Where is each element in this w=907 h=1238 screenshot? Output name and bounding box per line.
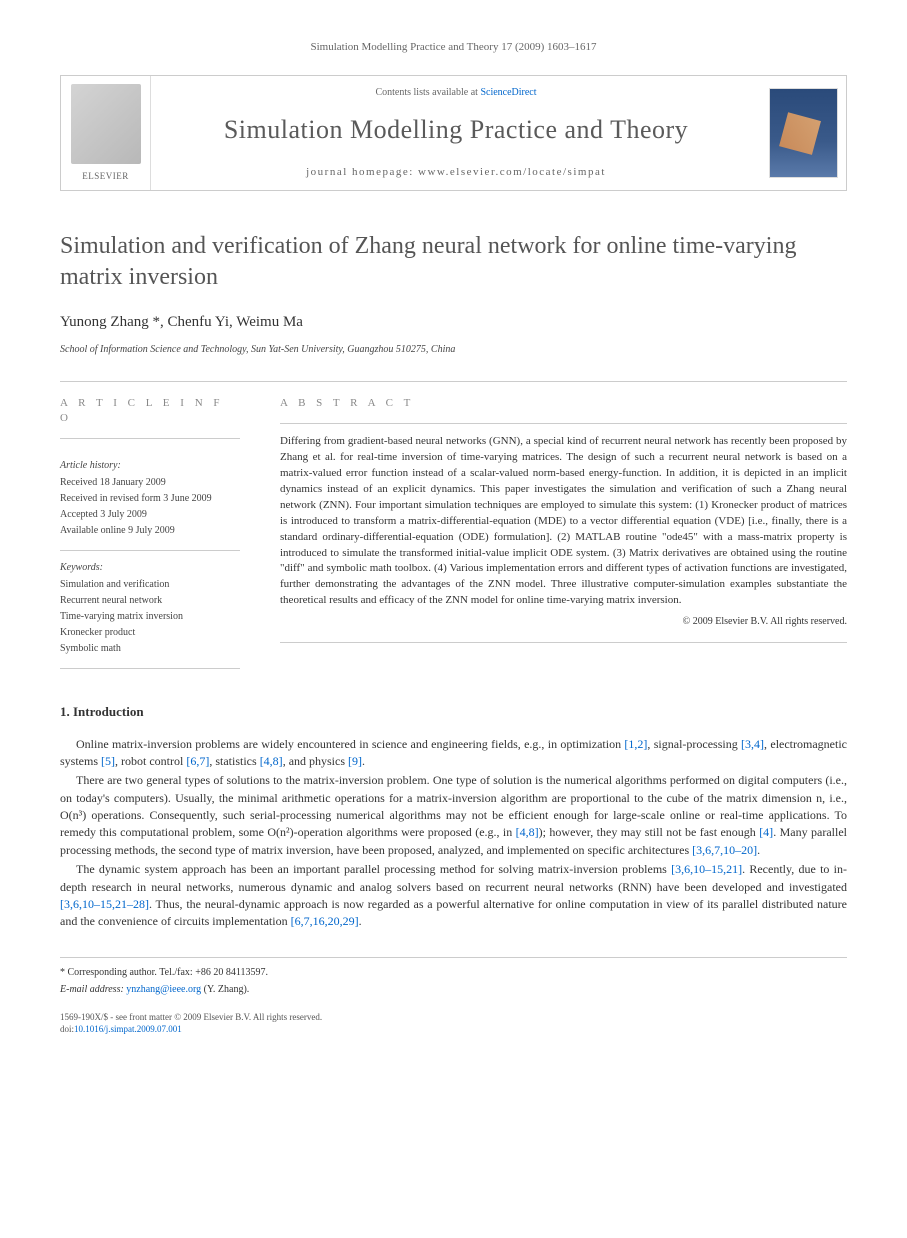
sciencedirect-link[interactable]: ScienceDirect bbox=[480, 87, 536, 98]
keyword: Recurrent neural network bbox=[60, 594, 240, 608]
contents-prefix: Contents lists available at bbox=[375, 87, 480, 98]
citation-link[interactable]: [4,8] bbox=[516, 825, 539, 839]
abstract-heading: A B S T R A C T bbox=[280, 396, 847, 411]
author-list: Yunong Zhang *, Chenfu Yi, Weimu Ma bbox=[60, 312, 847, 333]
doi-link[interactable]: 10.1016/j.simpat.2009.07.001 bbox=[74, 1024, 182, 1034]
intro-para-3: The dynamic system approach has been an … bbox=[60, 861, 847, 931]
cover-thumb-container bbox=[761, 76, 846, 190]
front-matter-line: 1569-190X/$ - see front matter © 2009 El… bbox=[60, 1011, 847, 1024]
keyword: Time-varying matrix inversion bbox=[60, 610, 240, 624]
article-info-heading: A R T I C L E I N F O bbox=[60, 396, 240, 427]
received-date: Received 18 January 2009 bbox=[60, 476, 240, 490]
intro-para-2: There are two general types of solutions… bbox=[60, 772, 847, 859]
footer-block: * Corresponding author. Tel./fax: +86 20… bbox=[60, 957, 847, 1036]
section-heading-introduction: 1. Introduction bbox=[60, 703, 847, 721]
citation-link[interactable]: [1,2] bbox=[624, 737, 647, 751]
text-run: . bbox=[359, 914, 362, 928]
text-run: ); however, they may still not be fast e… bbox=[539, 825, 760, 839]
masthead-center: Contents lists available at ScienceDirec… bbox=[151, 76, 761, 190]
accepted-date: Accepted 3 July 2009 bbox=[60, 508, 240, 522]
email-label: E-mail address: bbox=[60, 984, 126, 995]
doi-line: doi:10.1016/j.simpat.2009.07.001 bbox=[60, 1023, 847, 1036]
abstract-column: A B S T R A C T Differing from gradient-… bbox=[260, 382, 847, 670]
citation-link[interactable]: [3,6,10–15,21] bbox=[671, 862, 742, 876]
citation-link[interactable]: [4,8] bbox=[260, 754, 283, 768]
publisher-name: ELSEVIER bbox=[82, 170, 129, 183]
online-date: Available online 9 July 2009 bbox=[60, 524, 240, 538]
abstract-text: Differing from gradient-based neural net… bbox=[280, 423, 847, 643]
keyword: Kronecker product bbox=[60, 626, 240, 640]
homepage-url: www.elsevier.com/locate/simpat bbox=[418, 166, 606, 178]
abstract-copyright: © 2009 Elsevier B.V. All rights reserved… bbox=[280, 615, 847, 630]
info-abstract-row: A R T I C L E I N F O Article history: R… bbox=[60, 381, 847, 670]
homepage-prefix: journal homepage: bbox=[306, 166, 418, 178]
email-link[interactable]: ynzhang@ieee.org bbox=[126, 984, 201, 995]
running-header: Simulation Modelling Practice and Theory… bbox=[60, 40, 847, 55]
journal-name: Simulation Modelling Practice and Theory bbox=[171, 112, 741, 148]
keyword: Symbolic math bbox=[60, 642, 240, 656]
citation-link[interactable]: [3,6,10–15,21–28] bbox=[60, 897, 149, 911]
journal-cover-icon bbox=[769, 88, 838, 178]
abstract-body: Differing from gradient-based neural net… bbox=[280, 435, 847, 606]
elsevier-tree-icon bbox=[71, 84, 141, 164]
citation-link[interactable]: [9] bbox=[348, 754, 362, 768]
journal-masthead: ELSEVIER Contents lists available at Sci… bbox=[60, 75, 847, 191]
text-run: Online matrix-inversion problems are wid… bbox=[76, 737, 624, 751]
contents-list-line: Contents lists available at ScienceDirec… bbox=[171, 86, 741, 100]
text-run: . Thus, the neural-dynamic approach is n… bbox=[60, 897, 847, 928]
article-info-column: A R T I C L E I N F O Article history: R… bbox=[60, 382, 260, 670]
citation-link[interactable]: [6,7,16,20,29] bbox=[291, 914, 359, 928]
doi-prefix: doi: bbox=[60, 1024, 74, 1034]
article-title: Simulation and verification of Zhang neu… bbox=[60, 231, 847, 293]
text-run: , and physics bbox=[283, 754, 348, 768]
citation-link[interactable]: [4] bbox=[759, 825, 773, 839]
affiliation: School of Information Science and Techno… bbox=[60, 343, 847, 357]
citation-link[interactable]: [3,4] bbox=[741, 737, 764, 751]
citation-link[interactable]: [5] bbox=[101, 754, 115, 768]
journal-homepage-line: journal homepage: www.elsevier.com/locat… bbox=[171, 165, 741, 180]
text-run: . bbox=[362, 754, 365, 768]
keywords-heading: Keywords: bbox=[60, 561, 240, 575]
copyright-block: 1569-190X/$ - see front matter © 2009 El… bbox=[60, 1011, 847, 1036]
text-run: , statistics bbox=[209, 754, 259, 768]
publisher-block: ELSEVIER bbox=[61, 76, 151, 190]
revised-date: Received in revised form 3 June 2009 bbox=[60, 492, 240, 506]
corresponding-author: * Corresponding author. Tel./fax: +86 20… bbox=[60, 966, 847, 980]
text-run: , signal-processing bbox=[647, 737, 741, 751]
text-run: , robot control bbox=[115, 754, 186, 768]
intro-para-1: Online matrix-inversion problems are wid… bbox=[60, 736, 847, 771]
citation-link[interactable]: [6,7] bbox=[186, 754, 209, 768]
email-suffix: (Y. Zhang). bbox=[201, 984, 249, 995]
keyword: Simulation and verification bbox=[60, 578, 240, 592]
history-heading: Article history: bbox=[60, 459, 240, 473]
text-run: . bbox=[757, 843, 760, 857]
email-line: E-mail address: ynzhang@ieee.org (Y. Zha… bbox=[60, 983, 847, 997]
text-run: The dynamic system approach has been an … bbox=[76, 862, 671, 876]
citation-link[interactable]: [3,6,7,10–20] bbox=[692, 843, 757, 857]
